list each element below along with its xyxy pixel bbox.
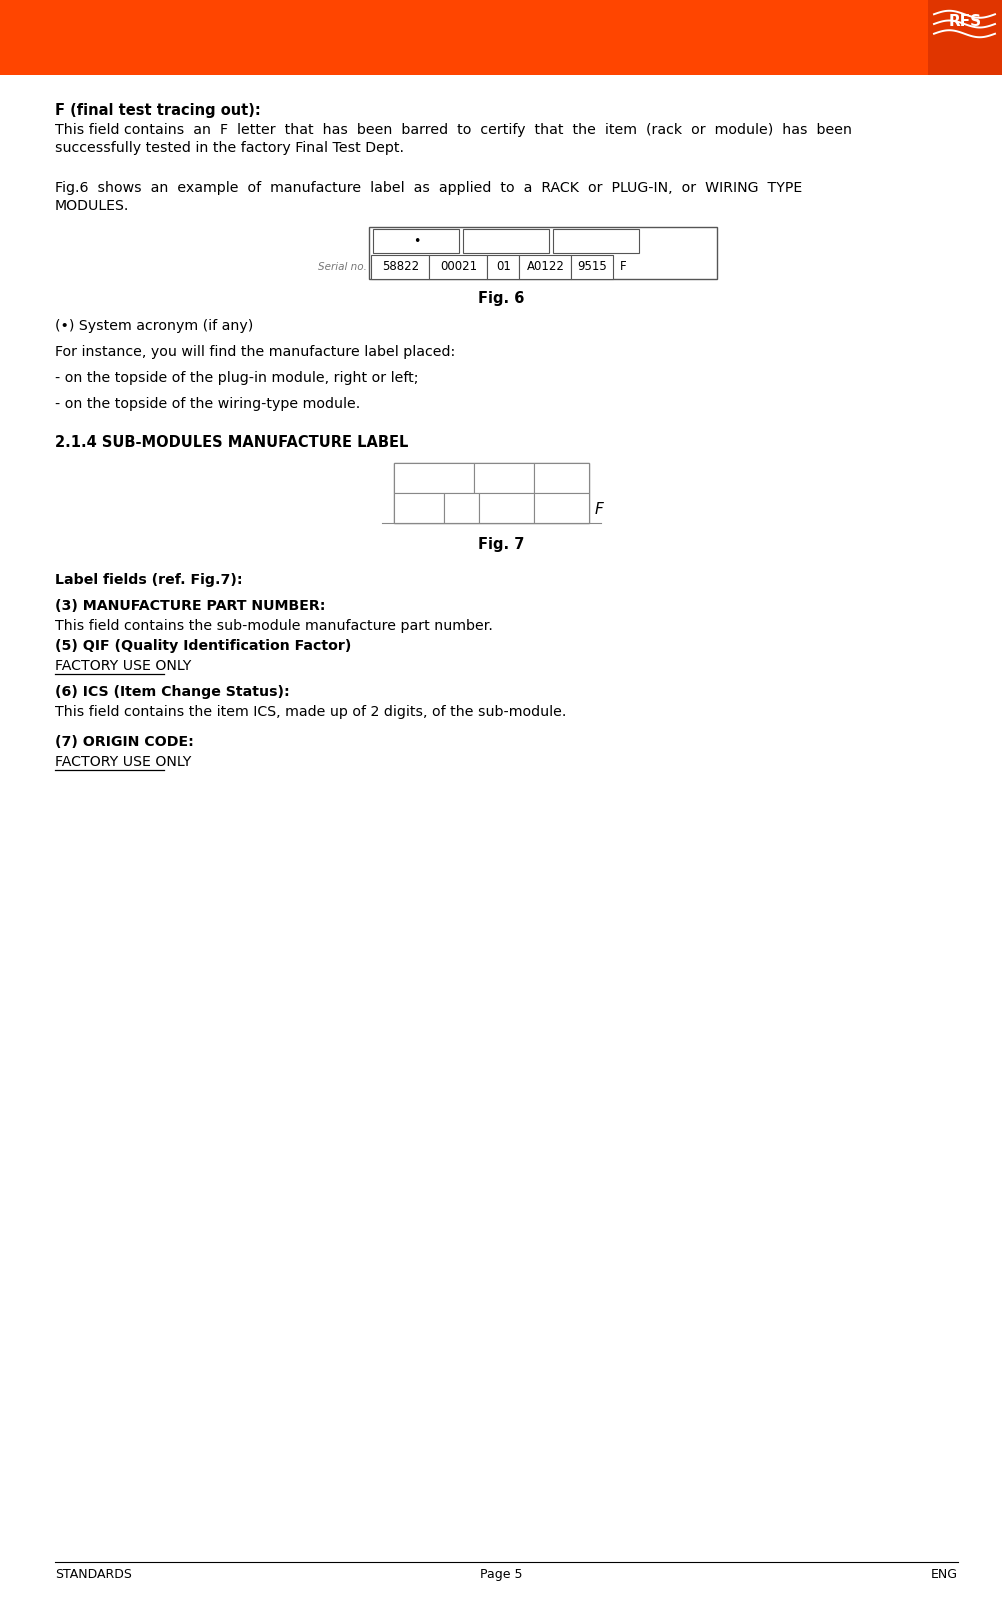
- Bar: [394, 464, 588, 523]
- Text: 00021: 00021: [440, 260, 477, 274]
- Text: FACTORY USE ONLY: FACTORY USE ONLY: [55, 659, 191, 674]
- Bar: [533, 492, 588, 523]
- Text: •: •: [413, 234, 420, 247]
- Bar: [429, 255, 487, 279]
- Text: STANDARDS: STANDARDS: [55, 1569, 131, 1582]
- Text: successfully tested in the factory Final Test Dept.: successfully tested in the factory Final…: [55, 141, 404, 156]
- Bar: [487, 255, 519, 279]
- Text: A0122: A0122: [526, 260, 564, 274]
- Bar: [553, 229, 639, 253]
- Text: This field contains the item ICS, made up of 2 digits, of the sub-module.: This field contains the item ICS, made u…: [55, 706, 566, 719]
- Text: Serial no.: Serial no.: [318, 261, 366, 273]
- Bar: [0, 0, 1002, 75]
- Text: RFS: RFS: [948, 13, 981, 29]
- Text: This field contains the sub-module manufacture part number.: This field contains the sub-module manuf…: [55, 619, 492, 634]
- Text: Fig.6  shows  an  example  of  manufacture  label  as  applied  to  a  RACK  or : Fig.6 shows an example of manufacture la…: [55, 181, 802, 196]
- Text: MODULES.: MODULES.: [55, 199, 129, 213]
- Bar: [394, 492, 444, 523]
- Text: F: F: [619, 260, 625, 274]
- Bar: [479, 492, 533, 523]
- Text: Label fields (ref. Fig.7):: Label fields (ref. Fig.7):: [55, 573, 242, 587]
- Bar: [571, 255, 613, 279]
- Text: F: F: [594, 502, 603, 516]
- Text: Fig. 7: Fig. 7: [478, 537, 524, 552]
- Text: (3) MANUFACTURE PART NUMBER:: (3) MANUFACTURE PART NUMBER:: [55, 598, 326, 613]
- Text: - on the topside of the plug-in module, right or left;: - on the topside of the plug-in module, …: [55, 371, 418, 385]
- Bar: [444, 492, 479, 523]
- Text: This field contains  an  F  letter  that  has  been  barred  to  certify  that  : This field contains an F letter that has…: [55, 124, 851, 136]
- Text: ENG: ENG: [930, 1569, 957, 1582]
- Text: 01: 01: [496, 260, 510, 274]
- Bar: [533, 464, 588, 492]
- Bar: [519, 255, 571, 279]
- Bar: [369, 228, 716, 279]
- Bar: [474, 464, 533, 492]
- Bar: [371, 255, 429, 279]
- Text: Page 5: Page 5: [480, 1569, 522, 1582]
- Bar: [394, 464, 474, 492]
- Text: - on the topside of the wiring-type module.: - on the topside of the wiring-type modu…: [55, 398, 360, 411]
- Text: 2.1.4 SUB-MODULES MANUFACTURE LABEL: 2.1.4 SUB-MODULES MANUFACTURE LABEL: [55, 435, 408, 451]
- Text: (•) System acronym (if any): (•) System acronym (if any): [55, 319, 253, 334]
- Text: (5) QIF (Quality Identification Factor): (5) QIF (Quality Identification Factor): [55, 638, 351, 653]
- Text: Fig. 6: Fig. 6: [478, 290, 524, 306]
- Text: FACTORY USE ONLY: FACTORY USE ONLY: [55, 755, 191, 768]
- Bar: [463, 229, 549, 253]
- Text: For instance, you will find the manufacture label placed:: For instance, you will find the manufact…: [55, 345, 455, 359]
- Text: 58822: 58822: [382, 260, 419, 274]
- Bar: [373, 229, 459, 253]
- Text: (7) ORIGIN CODE:: (7) ORIGIN CODE:: [55, 735, 193, 749]
- Bar: [927, 0, 1002, 75]
- Text: 9515: 9515: [577, 260, 607, 274]
- Text: F (final test tracing out):: F (final test tracing out):: [55, 103, 261, 119]
- Text: (6) ICS (Item Change Status):: (6) ICS (Item Change Status):: [55, 685, 290, 699]
